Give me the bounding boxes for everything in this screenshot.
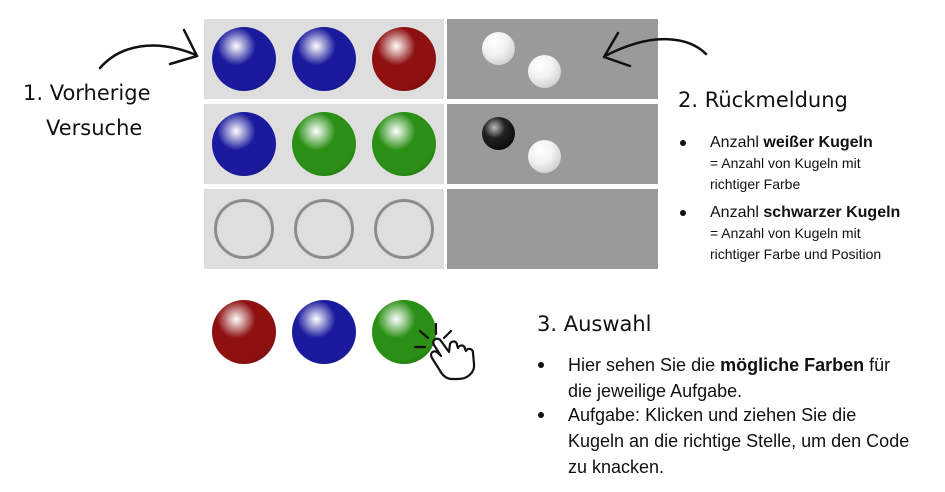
previous-attempt-row-1 — [204, 19, 658, 99]
feedback-title: 2. Rückmeldung — [678, 88, 848, 112]
bullet-text-part: die jeweilige Aufgabe. — [568, 381, 743, 401]
feedback-peg — [528, 140, 561, 173]
bullet-text-part: Hier sehen Sie die — [568, 355, 721, 375]
bullet-text: Aufgabe: Klicken und ziehen Sie die Kuge… — [568, 402, 909, 480]
bullet-text: Anzahl weißer Kugeln = Anzahl von Kugeln… — [710, 132, 873, 195]
bullet-text-part: richtiger Farbe und Position — [710, 246, 882, 262]
pointing-hand-icon — [413, 322, 476, 381]
bullet-text: Anzahl schwarzer Kugeln = Anzahl von Kug… — [710, 202, 900, 265]
empty-slot[interactable] — [214, 199, 274, 259]
previous-attempts-label-line1: 1. Vorherige — [23, 81, 151, 105]
bullet-text-part: für — [864, 355, 891, 375]
bullet-text-part: Anzahl — [710, 134, 764, 151]
bullet-dot — [538, 362, 544, 368]
guess-ball — [372, 27, 436, 91]
curved-arrow-icon — [602, 31, 708, 68]
choice-ball-green[interactable] — [372, 300, 436, 364]
bullet-dot — [680, 210, 686, 216]
bullet-text-part: Anzahl — [710, 204, 764, 221]
guess-area — [204, 19, 444, 99]
bullet-text-part: = Anzahl von Kugeln mit — [710, 155, 861, 171]
previous-attempts-label-line2: Versuche — [46, 116, 143, 140]
bullet-text-bold: schwarzer Kugeln — [763, 204, 901, 221]
choice-ball-red[interactable] — [212, 300, 276, 364]
guess-ball — [292, 27, 356, 91]
mastermind-board — [204, 19, 658, 269]
curved-arrow-icon — [98, 28, 199, 70]
bullet-text-part: Aufgabe: Klicken und ziehen Sie die — [568, 405, 857, 425]
feedback-peg — [528, 55, 561, 88]
choice-title: 3. Auswahl — [537, 312, 652, 336]
guess-ball — [212, 112, 276, 176]
bullet-text-part: Kugeln an die richtige Stelle, um den Co… — [568, 431, 910, 451]
previous-attempt-row-2 — [204, 104, 658, 184]
guess-ball — [372, 112, 436, 176]
bullet-text-part: richtiger Farbe — [710, 176, 801, 192]
bullet-dot — [680, 140, 686, 146]
bullet-dot — [538, 412, 544, 418]
current-attempt-row — [204, 189, 658, 269]
feedback-peg — [482, 117, 515, 150]
empty-slot[interactable] — [374, 199, 434, 259]
bullet-text-part: zu knacken. — [568, 457, 665, 477]
bullet-text: Hier sehen Sie die mögliche Farben für d… — [568, 352, 890, 404]
bullet-text-bold: weißer Kugeln — [763, 134, 873, 151]
guess-ball — [292, 112, 356, 176]
empty-slot[interactable] — [294, 199, 354, 259]
guess-ball — [212, 27, 276, 91]
bullet-text-part: = Anzahl von Kugeln mit — [710, 225, 861, 241]
feedback-area — [447, 19, 658, 99]
feedback-area — [447, 104, 658, 184]
choice-ball-blue[interactable] — [292, 300, 356, 364]
feedback-area — [447, 189, 658, 269]
feedback-peg — [482, 32, 515, 65]
guess-area — [204, 189, 444, 269]
guess-area — [204, 104, 444, 184]
bullet-text-bold: mögliche Farben — [720, 355, 865, 375]
